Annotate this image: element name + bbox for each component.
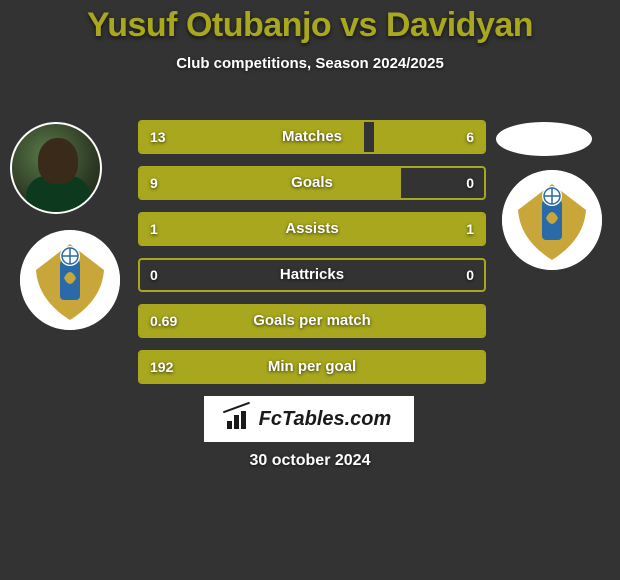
subtitle: Club competitions, Season 2024/2025 xyxy=(0,55,620,72)
bar-chart-icon xyxy=(227,409,253,429)
stat-value-right: 0 xyxy=(466,168,474,198)
logo-text: FcTables.com xyxy=(259,408,392,431)
player-avatar-right-placeholder xyxy=(496,122,592,156)
fctables-logo: FcTables.com xyxy=(204,396,414,442)
stat-label: Goals xyxy=(140,168,484,198)
club-badge-right xyxy=(502,170,602,270)
stat-label: Matches xyxy=(140,122,484,152)
snapshot-date: 30 october 2024 xyxy=(0,452,620,470)
stat-row: 192Min per goal xyxy=(138,350,486,384)
stats-table: 13Matches69Goals01Assists10Hattricks00.6… xyxy=(138,120,486,396)
stat-row: 0Hattricks0 xyxy=(138,258,486,292)
stat-label: Hattricks xyxy=(140,260,484,290)
stat-row: 13Matches6 xyxy=(138,120,486,154)
stat-row: 0.69Goals per match xyxy=(138,304,486,338)
club-badge-left xyxy=(20,230,120,330)
stat-label: Min per goal xyxy=(140,352,484,382)
stat-value-right: 6 xyxy=(466,122,474,152)
stat-value-right: 0 xyxy=(466,260,474,290)
stat-row: 1Assists1 xyxy=(138,212,486,246)
player-avatar-left xyxy=(10,122,102,214)
page-title: Yusuf Otubanjo vs Davidyan xyxy=(0,0,620,45)
stat-value-right: 1 xyxy=(466,214,474,244)
stat-label: Goals per match xyxy=(140,306,484,336)
stat-label: Assists xyxy=(140,214,484,244)
stat-row: 9Goals0 xyxy=(138,166,486,200)
